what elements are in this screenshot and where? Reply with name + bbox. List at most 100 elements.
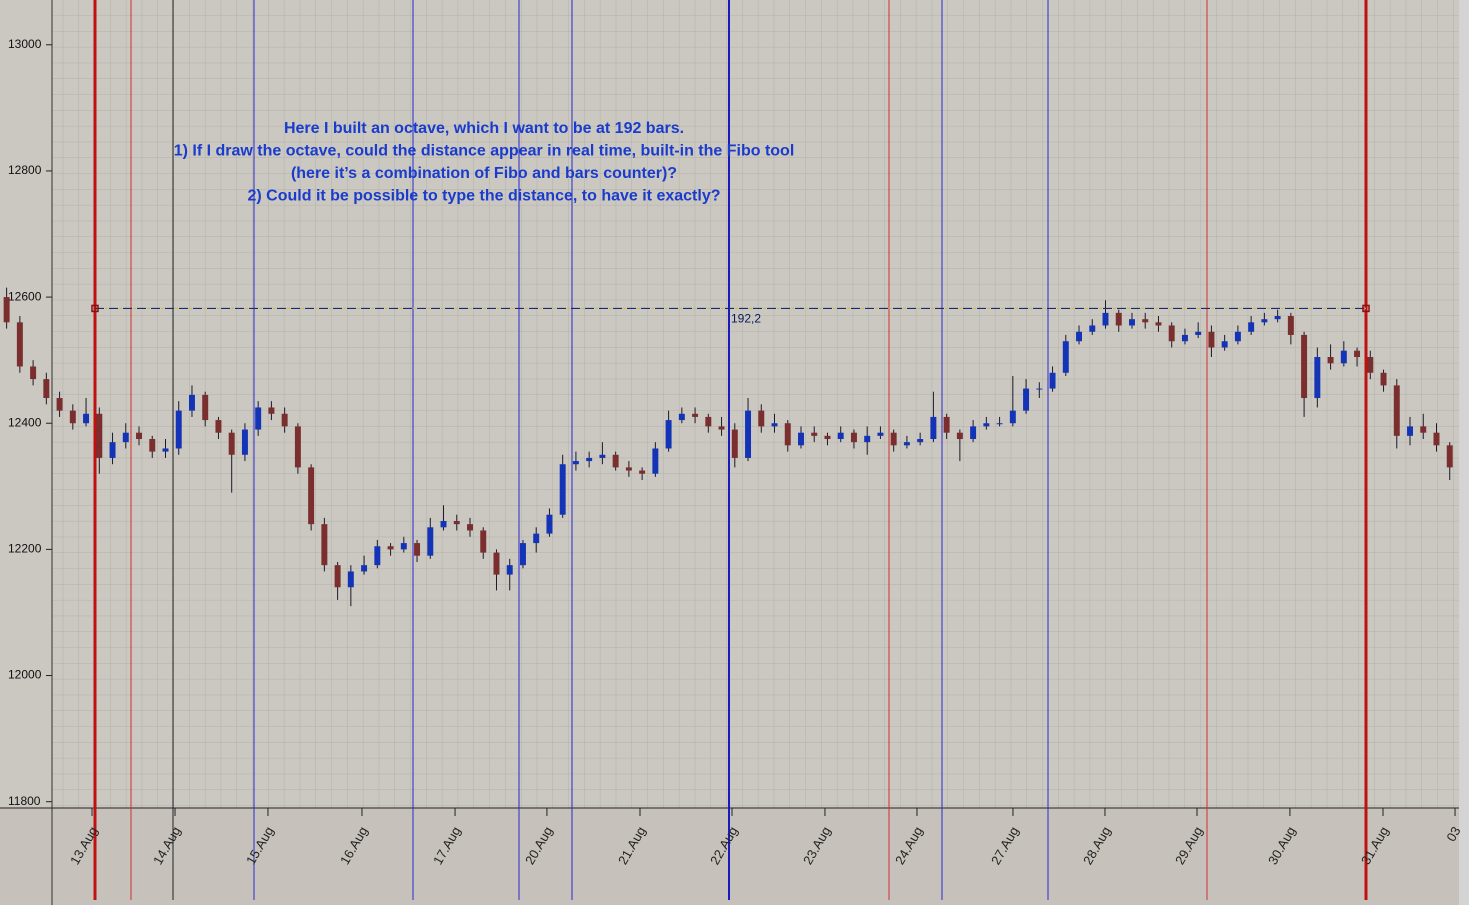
- candle-body: [268, 407, 275, 414]
- candle-body: [996, 423, 1003, 425]
- candle-body: [1221, 341, 1228, 348]
- candle-body: [1301, 334, 1308, 399]
- candle-body: [639, 470, 646, 474]
- octave-label: 192,2: [731, 312, 761, 326]
- candle-body: [440, 521, 447, 528]
- candle-body: [983, 423, 990, 427]
- candle-body: [414, 543, 421, 556]
- y-tick-label: 12400: [8, 415, 42, 429]
- candle-body: [347, 571, 354, 588]
- candle-body: [903, 442, 910, 446]
- x-tick-label: 03: [1443, 824, 1463, 844]
- candle-body: [1327, 357, 1334, 364]
- octave-handle: [91, 304, 99, 313]
- x-axis-area: [0, 808, 1469, 905]
- candle-body: [1076, 331, 1083, 342]
- candles: [3, 287, 1453, 607]
- candle-body: [16, 322, 23, 367]
- candle-body: [1036, 388, 1043, 390]
- y-tick-label: 12200: [8, 542, 42, 556]
- candle-body: [1380, 372, 1387, 386]
- y-tick-label: 12800: [8, 163, 42, 177]
- candle-body: [1407, 426, 1413, 436]
- annotation-line: 1) If I draw the octave, could the dista…: [174, 143, 795, 160]
- candle-body: [1367, 357, 1374, 373]
- candle-body: [1009, 410, 1016, 424]
- candle-body: [188, 394, 195, 411]
- candle-body: [837, 432, 844, 440]
- candle-body: [96, 413, 103, 458]
- candle-body: [56, 398, 63, 411]
- candle-body: [493, 552, 500, 575]
- y-tick-label: 12000: [8, 668, 42, 682]
- candle-body: [215, 420, 222, 433]
- candle-body: [1208, 331, 1215, 348]
- candle-body: [612, 454, 619, 468]
- candle-body: [1168, 325, 1175, 342]
- candle-body: [241, 429, 248, 455]
- candle-body: [533, 533, 540, 544]
- candle-body: [149, 439, 156, 452]
- annotation-line: Here I built an octave, which I want to …: [284, 120, 684, 137]
- candle-body: [572, 461, 579, 465]
- candle-body: [798, 432, 804, 446]
- candle-body: [1089, 325, 1096, 332]
- candle-body: [453, 521, 460, 525]
- candle-body: [771, 423, 778, 427]
- candle-body: [1340, 350, 1347, 364]
- candle-body: [599, 454, 606, 458]
- candle-body: [665, 420, 672, 449]
- candle-body: [1155, 322, 1162, 326]
- y-tick-label: 13000: [8, 37, 42, 51]
- candle-body: [334, 565, 341, 588]
- candle-body: [1023, 388, 1030, 411]
- candle-body: [850, 432, 857, 443]
- candle-body: [1393, 385, 1400, 436]
- candle-body: [1261, 319, 1268, 323]
- candle-body: [917, 439, 924, 443]
- candle-body: [877, 432, 884, 436]
- candle-body: [1354, 350, 1361, 358]
- candle-body: [1142, 319, 1149, 323]
- candle-body: [930, 416, 937, 440]
- candle-body: [162, 448, 169, 452]
- y-tick-label: 11800: [8, 794, 41, 808]
- candle-body: [122, 432, 129, 443]
- candle-body: [1420, 426, 1427, 433]
- candle-body: [705, 416, 712, 427]
- candle-body: [1129, 319, 1135, 326]
- candle-body: [1181, 334, 1188, 342]
- candle-body: [69, 410, 76, 424]
- candle-body: [586, 457, 593, 462]
- plot-grid: [52, 0, 1459, 808]
- candle-body: [387, 546, 394, 550]
- candle-body: [692, 413, 699, 417]
- candle-body: [1287, 316, 1294, 335]
- candle-body: [758, 410, 765, 427]
- annotation-line: 2) Could it be possible to type the dist…: [248, 188, 721, 205]
- candle-body: [745, 410, 752, 458]
- candle-body: [1446, 445, 1453, 468]
- candle-body: [83, 413, 90, 424]
- candle-body: [374, 546, 381, 566]
- candle-body: [136, 432, 142, 440]
- annotation-line: (here it’s a combination of Fibo and bar…: [291, 165, 677, 182]
- right-edge: [1459, 0, 1469, 905]
- y-tick-label: 12600: [8, 289, 42, 303]
- octave: 192,2: [91, 304, 1370, 326]
- candle-body: [546, 514, 553, 534]
- candle-body: [652, 448, 659, 474]
- candle-body: [294, 426, 301, 468]
- candle-body: [731, 429, 738, 458]
- candle-body: [890, 432, 897, 446]
- candle-body: [1049, 372, 1056, 389]
- candle-body: [361, 565, 368, 572]
- candle-body: [467, 524, 473, 531]
- candle-body: [255, 407, 262, 430]
- vertical-lines: [93, 0, 1368, 900]
- candle-body: [956, 432, 963, 440]
- candle-body: [281, 413, 288, 427]
- candle-body: [427, 527, 434, 556]
- candle-body: [1115, 312, 1122, 326]
- candle-body: [1102, 312, 1109, 326]
